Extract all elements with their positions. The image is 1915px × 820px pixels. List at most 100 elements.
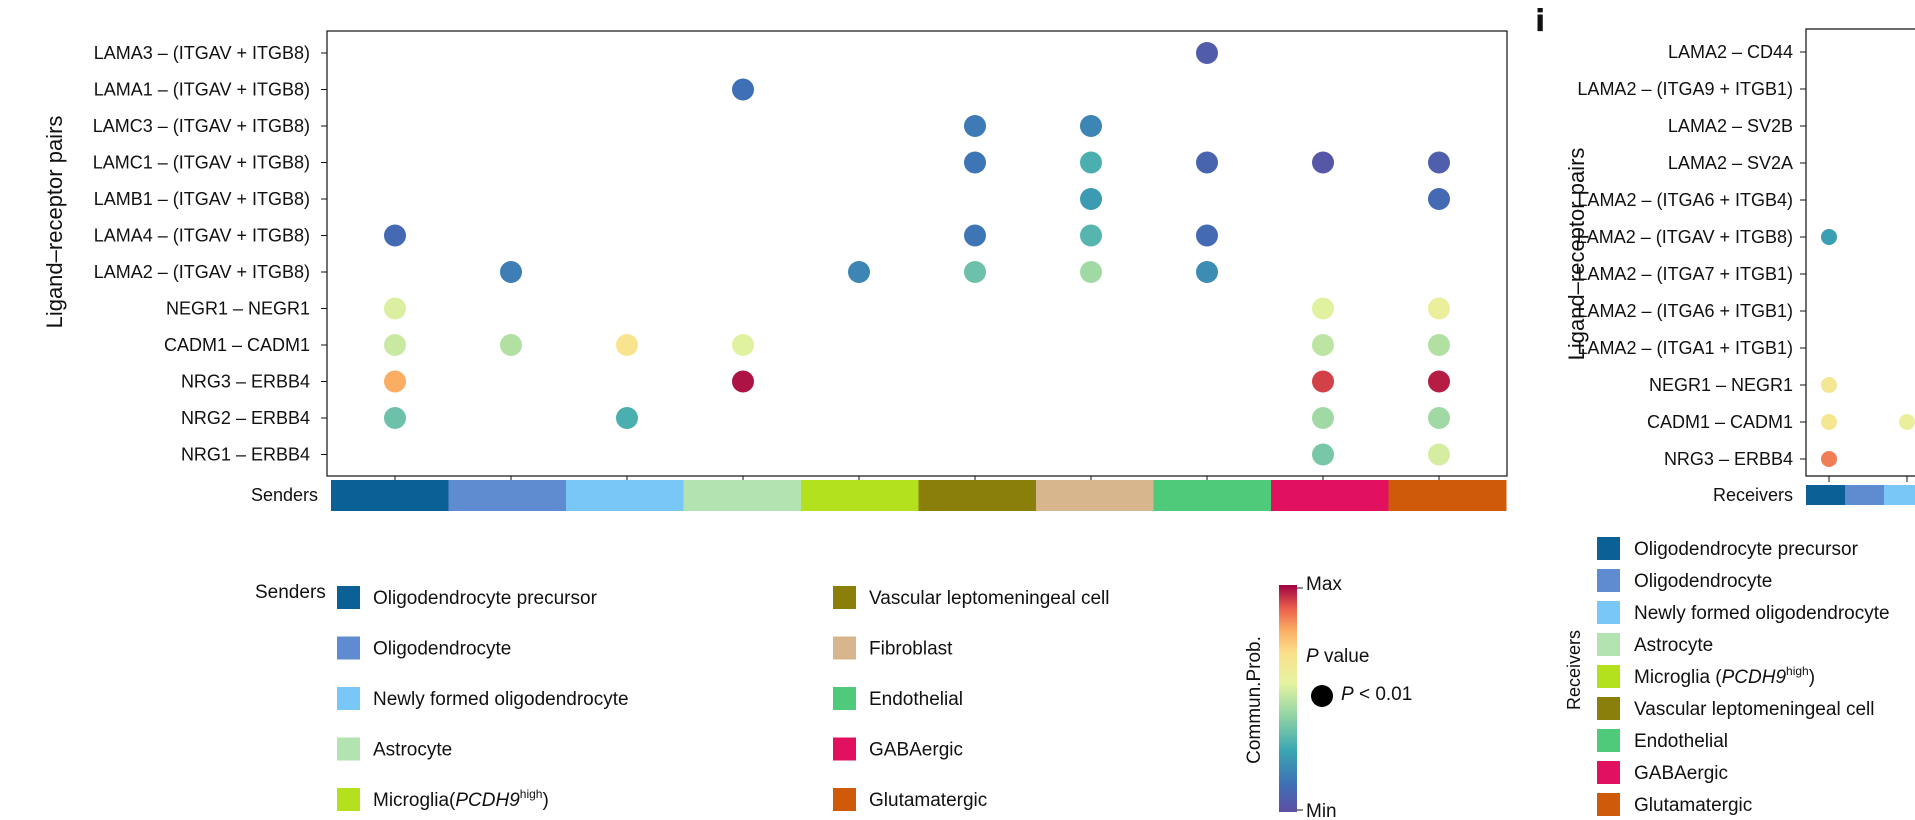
pair-label-lama2-sv2b: LAMA2 – SV2B <box>1668 116 1793 136</box>
legend-swatch-gabaergic <box>833 737 856 761</box>
legend-swatch-glutamatergic <box>833 788 856 811</box>
dot-nrg3-erbb4-oligodendrocyte-precursor <box>1821 451 1837 467</box>
group-bar-newly-formed-oligodendrocyte <box>1884 485 1915 505</box>
pair-label-lama2-cd44: LAMA2 – CD44 <box>1668 42 1793 62</box>
dot-nrg2-erbb4-glutamatergic <box>1428 407 1450 429</box>
pair-label-nrg2-erbb4: NRG2 – ERBB4 <box>181 408 310 428</box>
pair-label-lama2-itgav-itgb8: LAMA2 – (ITGAV + ITGB8) <box>94 262 310 282</box>
pvalue-dot <box>1311 685 1333 707</box>
dot-lama2-itgav-itgb8-endothelial <box>1196 261 1218 283</box>
legend-label-astrocyte: Astrocyte <box>373 740 452 761</box>
dot-negr1-negr1-gabaergic <box>1312 297 1334 320</box>
dot-cadm1-cadm1-astrocyte <box>732 334 754 356</box>
group-bar-endothelial <box>1153 480 1272 511</box>
dot-negr1-negr1-glutamatergic <box>1428 297 1450 320</box>
pair-label-nrg3-erbb4: NRG3 – ERBB4 <box>1664 449 1793 469</box>
pair-label-lama2-itga1-itgb1: LAMA2 – (ITGA1 + ITGB1) <box>1577 338 1793 358</box>
pair-label-nrg3-erbb4: NRG3 – ERBB4 <box>181 372 310 392</box>
legend-swatch-right-oligodendrocyte-precursor <box>1597 537 1620 560</box>
group-bar-astrocyte <box>683 480 802 511</box>
group-bar-newly-formed-oligodendrocyte <box>566 480 684 511</box>
legend-swatch-right-glutamatergic <box>1597 793 1620 816</box>
dot-lamc1-itgav-itgb8-endothelial <box>1196 151 1218 174</box>
legend-label-right-gabaergic: GABAergic <box>1634 763 1728 784</box>
plot-frame <box>326 30 1508 477</box>
group-bar-fibroblast <box>1036 480 1154 511</box>
legend-label-oligodendrocyte-precursor: Oligodendrocyte precursor <box>373 588 598 609</box>
plot-frame-right <box>1805 28 1915 477</box>
dot-negr1-negr1-oligodendrocyte-precursor <box>1821 377 1837 393</box>
dot-cadm1-cadm1-glutamatergic <box>1428 334 1450 356</box>
dot-nrg2-erbb4-newly-formed-oligodendrocyte <box>616 407 638 429</box>
legend-swatch-oligodendrocyte <box>337 636 360 660</box>
legend-swatch-fibroblast <box>833 636 856 660</box>
dot-lama2-itgav-itgb8-microglia <box>848 261 870 283</box>
group-bar-oligodendrocyte-precursor <box>1806 485 1846 505</box>
legend-swatch-newly-formed-oligodendrocyte <box>337 687 360 710</box>
dot-nrg1-erbb4-gabaergic <box>1312 443 1334 466</box>
dot-lamb1-itgav-itgb8-fibroblast <box>1080 188 1102 210</box>
dot-lamc1-itgav-itgb8-gabaergic <box>1312 151 1334 174</box>
dot-lama4-itgav-itgb8-fibroblast <box>1080 224 1102 247</box>
pvalue-label: P < 0.01 <box>1341 684 1412 705</box>
group-bar-oligodendrocyte <box>1845 485 1885 505</box>
group-bar-gabaergic <box>1271 480 1389 511</box>
dot-lama4-itgav-itgb8-vascular-leptomeningeal-cell <box>964 224 986 247</box>
dot-lama3-itgav-itgb8-endothelial <box>1196 42 1218 64</box>
legend-label-right-oligodendrocyte: Oligodendrocyte <box>1634 571 1772 592</box>
legend-label-right-microglia: Microglia (PCDH9high) <box>1634 664 1815 688</box>
dot-nrg3-erbb4-oligodendrocyte-precursor <box>384 370 406 393</box>
legend-label-microglia: Microglia(PCDH9high) <box>373 787 549 811</box>
dot-lama1-itgav-itgb8-astrocyte <box>732 78 754 101</box>
colorbar-gradient <box>1279 585 1297 812</box>
dot-cadm1-cadm1-newly-formed-oligodendrocyte <box>616 334 638 356</box>
dot-lama4-itgav-itgb8-oligodendrocyte-precursor <box>384 224 406 247</box>
legend-swatch-right-microglia <box>1597 665 1620 688</box>
dot-lamc3-itgav-itgb8-vascular-leptomeningeal-cell <box>964 115 986 137</box>
legend-swatch-endothelial <box>833 687 856 710</box>
dot-cadm1-cadm1-oligodendrocyte <box>1899 414 1915 430</box>
pair-label-cadm1-cadm1: CADM1 – CADM1 <box>164 335 310 355</box>
dot-lamb1-itgav-itgb8-glutamatergic <box>1428 188 1450 210</box>
pair-label-lama3-itgav-itgb8: LAMA3 – (ITGAV + ITGB8) <box>94 43 310 63</box>
dot-nrg1-erbb4-glutamatergic <box>1428 443 1450 466</box>
legend-label-right-newly-formed-oligodendrocyte: Newly formed oligodendrocyte <box>1634 603 1890 624</box>
dot-nrg3-erbb4-glutamatergic <box>1428 370 1450 393</box>
colorbar-min-label: Min <box>1306 801 1337 820</box>
legend-swatch-right-gabaergic <box>1597 761 1620 784</box>
legend-label-glutamatergic: Glutamatergic <box>869 790 987 811</box>
legend-label-gabaergic: GABAergic <box>869 740 963 761</box>
panel-letter: i <box>1535 4 1545 39</box>
legend-label-vascular-leptomeningeal-cell: Vascular leptomeningeal cell <box>869 588 1109 609</box>
pair-label-lama4-itgav-itgb8: LAMA4 – (ITGAV + ITGB8) <box>94 226 310 246</box>
dot-lama2-itgav-itgb8-vascular-leptomeningeal-cell <box>964 261 986 283</box>
commun-prob-colorbar: Max Min Commun.Prob. P value P < 0.01 <box>1244 574 1412 820</box>
legend-swatch-right-vascular-leptomeningeal-cell <box>1597 697 1620 720</box>
dot-lama2-itgav-itgb8-fibroblast <box>1080 261 1102 283</box>
legend-label-oligodendrocyte: Oligodendrocyte <box>373 639 511 660</box>
senders-legend: Senders Oligodendrocyte precursor Oligode… <box>255 582 1109 811</box>
legend-label-newly-formed-oligodendrocyte: Newly formed oligodendrocyte <box>373 689 629 710</box>
pair-label-lama2-itga6-itgb1: LAMA2 – (ITGA6 + ITGB1) <box>1577 301 1793 321</box>
legend-swatch-right-newly-formed-oligodendrocyte <box>1597 601 1620 624</box>
dot-lamc1-itgav-itgb8-glutamatergic <box>1428 151 1450 174</box>
legend-label-right-glutamatergic: Glutamatergic <box>1634 795 1752 816</box>
legend-label-endothelial: Endothelial <box>869 689 963 710</box>
group-axis-label: Senders <box>251 485 318 505</box>
pair-label-nrg1-erbb4: NRG1 – ERBB4 <box>181 445 310 465</box>
legend-swatch-microglia <box>337 788 360 811</box>
dot-cadm1-cadm1-oligodendrocyte <box>500 334 522 356</box>
dot-lamc1-itgav-itgb8-fibroblast <box>1080 151 1102 174</box>
pair-label-lama2-itga9-itgb1: LAMA2 – (ITGA9 + ITGB1) <box>1577 79 1793 99</box>
legend-swatch-oligodendrocyte-precursor <box>337 586 360 609</box>
dot-nrg2-erbb4-gabaergic <box>1312 407 1334 429</box>
legend-title-right: Receivers <box>1564 630 1584 710</box>
colorbar-max-label: Max <box>1306 574 1342 595</box>
pair-label-lamb1-itgav-itgb8: LAMB1 – (ITGAV + ITGB8) <box>94 189 310 209</box>
pair-label-negr1-negr1: NEGR1 – NEGR1 <box>1649 375 1793 395</box>
pair-label-lamc1-itgav-itgb8: LAMC1 – (ITGAV + ITGB8) <box>93 153 310 173</box>
pair-label-cadm1-cadm1: CADM1 – CADM1 <box>1647 412 1793 432</box>
legend-swatch-astrocyte <box>337 737 360 761</box>
legend-label-right-astrocyte: Astrocyte <box>1634 635 1713 656</box>
